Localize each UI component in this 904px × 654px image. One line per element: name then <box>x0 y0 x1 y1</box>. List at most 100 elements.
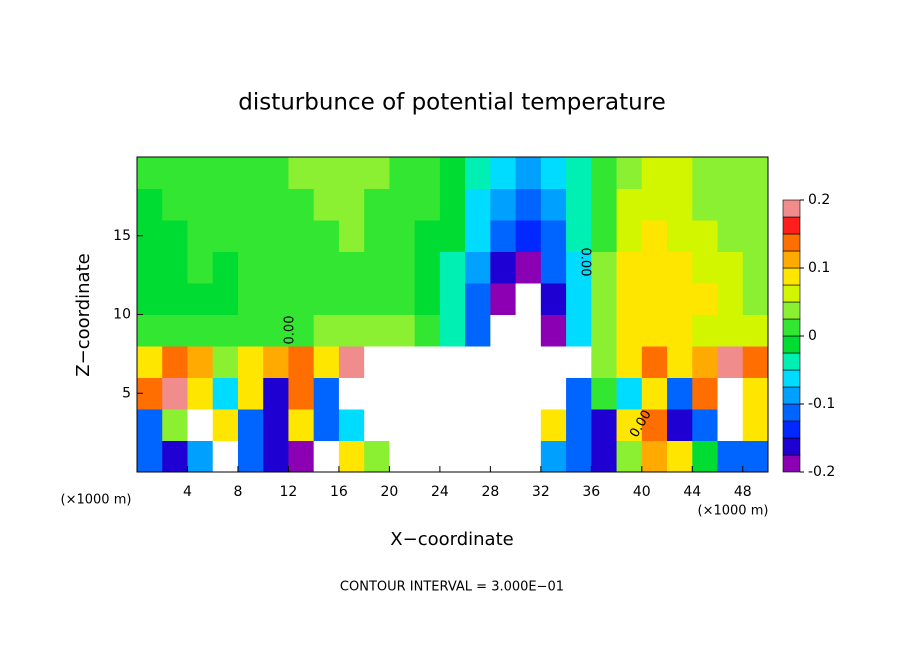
heatmap-cell <box>591 220 618 252</box>
heatmap-cell <box>162 409 188 441</box>
heatmap-cell <box>717 440 744 473</box>
heatmap-cell <box>616 314 643 347</box>
heatmap-cell <box>641 283 668 315</box>
heatmap-cell <box>616 283 643 315</box>
heatmap-cell <box>237 283 264 315</box>
heatmap-cell <box>692 188 719 221</box>
heatmap-cell <box>540 220 567 252</box>
heatmap-cell <box>742 251 769 284</box>
heatmap-cell <box>212 377 239 410</box>
heatmap-cell <box>414 346 441 378</box>
heatmap-cell <box>212 440 239 473</box>
heatmap-cell <box>439 346 466 378</box>
heatmap-cell <box>389 283 416 315</box>
heatmap-cell <box>465 251 491 284</box>
heatmap-cell <box>414 409 441 441</box>
heatmap-cell <box>338 283 365 315</box>
heatmap-cell <box>137 188 163 221</box>
colorbar-box <box>782 301 801 320</box>
colorbar-box <box>782 437 801 456</box>
heatmap-cell <box>162 346 188 378</box>
heatmap-cell <box>288 346 315 378</box>
heatmap-cell <box>313 157 340 189</box>
heatmap-cell <box>313 409 340 441</box>
heatmap-cell <box>692 157 719 189</box>
heatmap-cell <box>641 314 668 347</box>
heatmap-cell <box>465 409 491 441</box>
heatmap-cell <box>515 409 542 441</box>
heatmap-cell <box>439 440 466 473</box>
x-tick-label: 48 <box>734 484 752 500</box>
heatmap-cell <box>364 157 390 189</box>
heatmap-cell <box>389 188 416 221</box>
heatmap-cell <box>364 440 390 473</box>
x-tick-label: 28 <box>481 484 499 500</box>
x-tick-label: 4 <box>183 484 192 500</box>
heatmap-cell <box>137 157 163 189</box>
heatmap-cell <box>591 409 618 441</box>
heatmap-cell <box>540 314 567 347</box>
contour-label: 0.00 <box>283 316 298 345</box>
heatmap-cell <box>364 346 390 378</box>
heatmap-cell <box>414 251 441 284</box>
heatmap-cell <box>566 377 592 410</box>
heatmap-cell <box>338 377 365 410</box>
heatmap-cell <box>313 377 340 410</box>
heatmap-cell <box>364 283 390 315</box>
heatmap-cell <box>263 314 289 347</box>
x-tick-label: 40 <box>633 484 651 500</box>
heatmap-cell <box>667 409 693 441</box>
colorbar-box <box>782 233 801 252</box>
heatmap-cell <box>187 346 214 378</box>
heatmap-cell <box>212 220 239 252</box>
heatmap-cell <box>162 220 188 252</box>
heatmap-cell <box>742 283 769 315</box>
heatmap-cell <box>515 220 542 252</box>
heatmap-cell <box>212 251 239 284</box>
heatmap-cell <box>137 346 163 378</box>
x-tick-label: 32 <box>532 484 550 500</box>
heatmap-cell <box>692 220 719 252</box>
colorbar-box <box>782 352 801 371</box>
heatmap-cell <box>540 188 567 221</box>
heatmap-cell <box>288 409 315 441</box>
heatmap-cell <box>338 409 365 441</box>
heatmap-cell <box>490 188 517 221</box>
heatmap-cell <box>237 377 264 410</box>
heatmap-cell <box>338 188 365 221</box>
heatmap-cell <box>667 251 693 284</box>
heatmap-cell <box>641 251 668 284</box>
heatmap-cell <box>591 377 618 410</box>
heatmap-cell <box>187 377 214 410</box>
heatmap-cell <box>212 157 239 189</box>
heatmap-cell <box>566 157 592 189</box>
heatmap-cell <box>490 346 517 378</box>
heatmap-cell <box>515 377 542 410</box>
heatmap-cell <box>717 314 744 347</box>
heatmap-cell <box>490 314 517 347</box>
heatmap-cell <box>162 440 188 473</box>
heatmap-cell <box>566 283 592 315</box>
heatmap-cell <box>439 283 466 315</box>
heatmap-cell <box>465 188 491 221</box>
heatmap-cell <box>742 346 769 378</box>
heatmap-cell <box>439 409 466 441</box>
heatmap-cell <box>591 283 618 315</box>
heatmap-cell <box>263 377 289 410</box>
heatmap-cell <box>490 377 517 410</box>
y-tick-label: 5 <box>122 385 131 401</box>
heatmap-cell <box>465 157 491 189</box>
heatmap-cell <box>313 283 340 315</box>
heatmap-cell <box>288 251 315 284</box>
heatmap-cell <box>389 440 416 473</box>
heatmap-cell <box>137 283 163 315</box>
heatmap-cell <box>566 188 592 221</box>
heatmap-cell <box>137 409 163 441</box>
heatmap-cell <box>641 157 668 189</box>
heatmap-cell <box>515 440 542 473</box>
heatmap-cell <box>667 440 693 473</box>
heatmap-cell <box>187 220 214 252</box>
colorbar-box <box>782 420 801 439</box>
heatmap-cell <box>187 440 214 473</box>
heatmap-cell <box>717 283 744 315</box>
